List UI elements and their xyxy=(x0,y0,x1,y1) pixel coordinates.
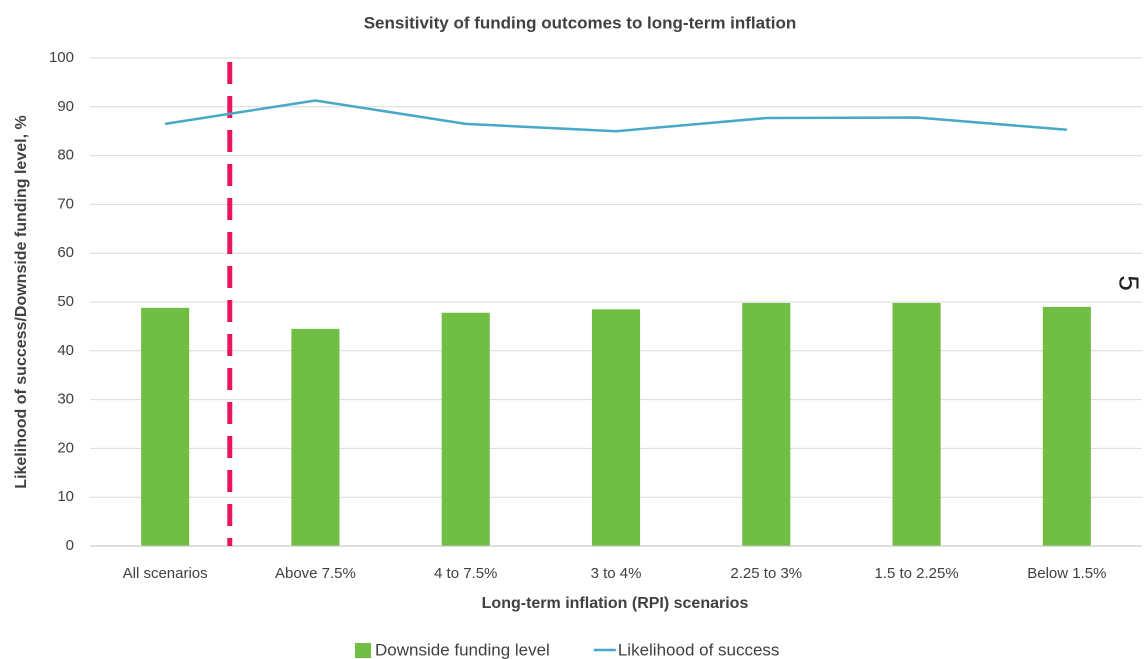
y-tick-label: 60 xyxy=(57,244,74,261)
y-tick-label: 90 xyxy=(57,98,74,115)
bar xyxy=(441,312,490,546)
y-tick-label: 50 xyxy=(57,293,74,310)
bar xyxy=(591,309,641,546)
x-tick-label: 1.5 to 2.25% xyxy=(874,565,958,582)
bar xyxy=(1042,306,1091,546)
x-tick-label: All scenarios xyxy=(123,565,208,582)
bar xyxy=(141,307,190,546)
x-tick-label: 2.25 to 3% xyxy=(730,565,802,582)
chart-title: Sensitivity of funding outcomes to long-… xyxy=(364,13,797,32)
x-tick-label: Below 1.5% xyxy=(1027,565,1106,582)
x-tick-label: 3 to 4% xyxy=(591,565,642,582)
line xyxy=(164,99,1067,133)
y-tick-label: 80 xyxy=(57,147,74,164)
legend-swatch xyxy=(355,643,371,658)
y-axis-title: Likelihood of success/Downside funding l… xyxy=(13,115,30,488)
bar xyxy=(291,328,340,546)
legend-label: Downside funding level xyxy=(375,640,550,659)
y-tick-label: 40 xyxy=(57,342,74,359)
legend-label: Likelihood of success xyxy=(618,640,780,659)
y-tick-label: 30 xyxy=(57,391,74,408)
y-tick-label: 10 xyxy=(57,488,74,505)
page-number: 5 xyxy=(1114,275,1145,291)
bar xyxy=(892,302,941,546)
bar xyxy=(742,302,791,546)
y-tick-label: 20 xyxy=(57,439,74,456)
y-tick-label: 0 xyxy=(66,537,74,554)
y-tick-label: 100 xyxy=(49,49,74,66)
x-tick-label: Above 7.5% xyxy=(275,565,356,582)
y-tick-label: 70 xyxy=(57,195,74,212)
x-axis-title: Long-term inflation (RPI) scenarios xyxy=(482,595,749,612)
x-tick-label: 4 to 7.5% xyxy=(434,565,497,582)
